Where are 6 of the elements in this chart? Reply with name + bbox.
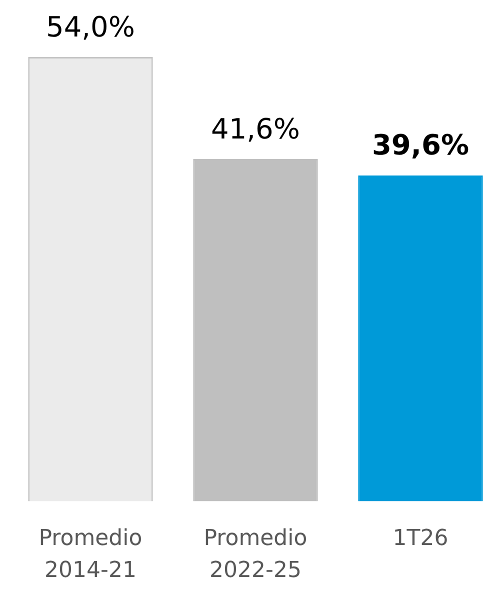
data-label: 41,6% bbox=[211, 112, 300, 146]
data-label: 54,0% bbox=[46, 10, 135, 44]
x-tick-label: 1T26 bbox=[392, 526, 448, 551]
data-label: 39,6% bbox=[372, 128, 470, 162]
x-tick-label: Promedio 2022-25 bbox=[204, 526, 308, 583]
x-tick-label: Promedio 2014-21 bbox=[38, 526, 142, 583]
